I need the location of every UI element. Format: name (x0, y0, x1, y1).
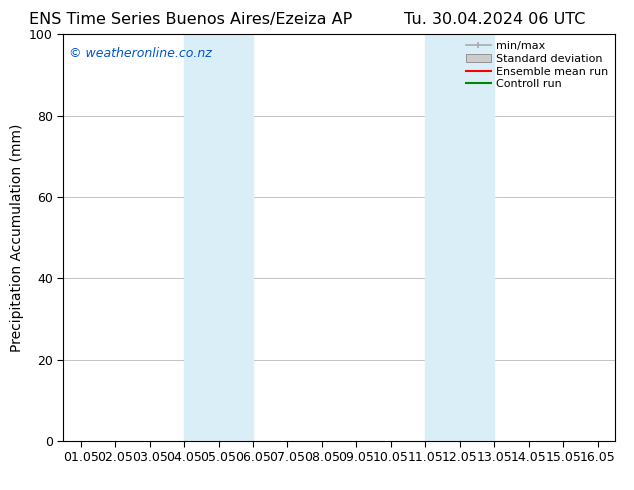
Text: Tu. 30.04.2024 06 UTC: Tu. 30.04.2024 06 UTC (404, 12, 585, 27)
Bar (425, 34, 495, 441)
Y-axis label: Precipitation Accumulation (mm): Precipitation Accumulation (mm) (10, 123, 23, 352)
Text: ENS Time Series Buenos Aires/Ezeiza AP: ENS Time Series Buenos Aires/Ezeiza AP (29, 12, 352, 27)
Text: © weatheronline.co.nz: © weatheronline.co.nz (69, 47, 212, 59)
Legend: min/max, Standard deviation, Ensemble mean run, Controll run: min/max, Standard deviation, Ensemble me… (463, 38, 612, 93)
Bar (184, 34, 253, 441)
